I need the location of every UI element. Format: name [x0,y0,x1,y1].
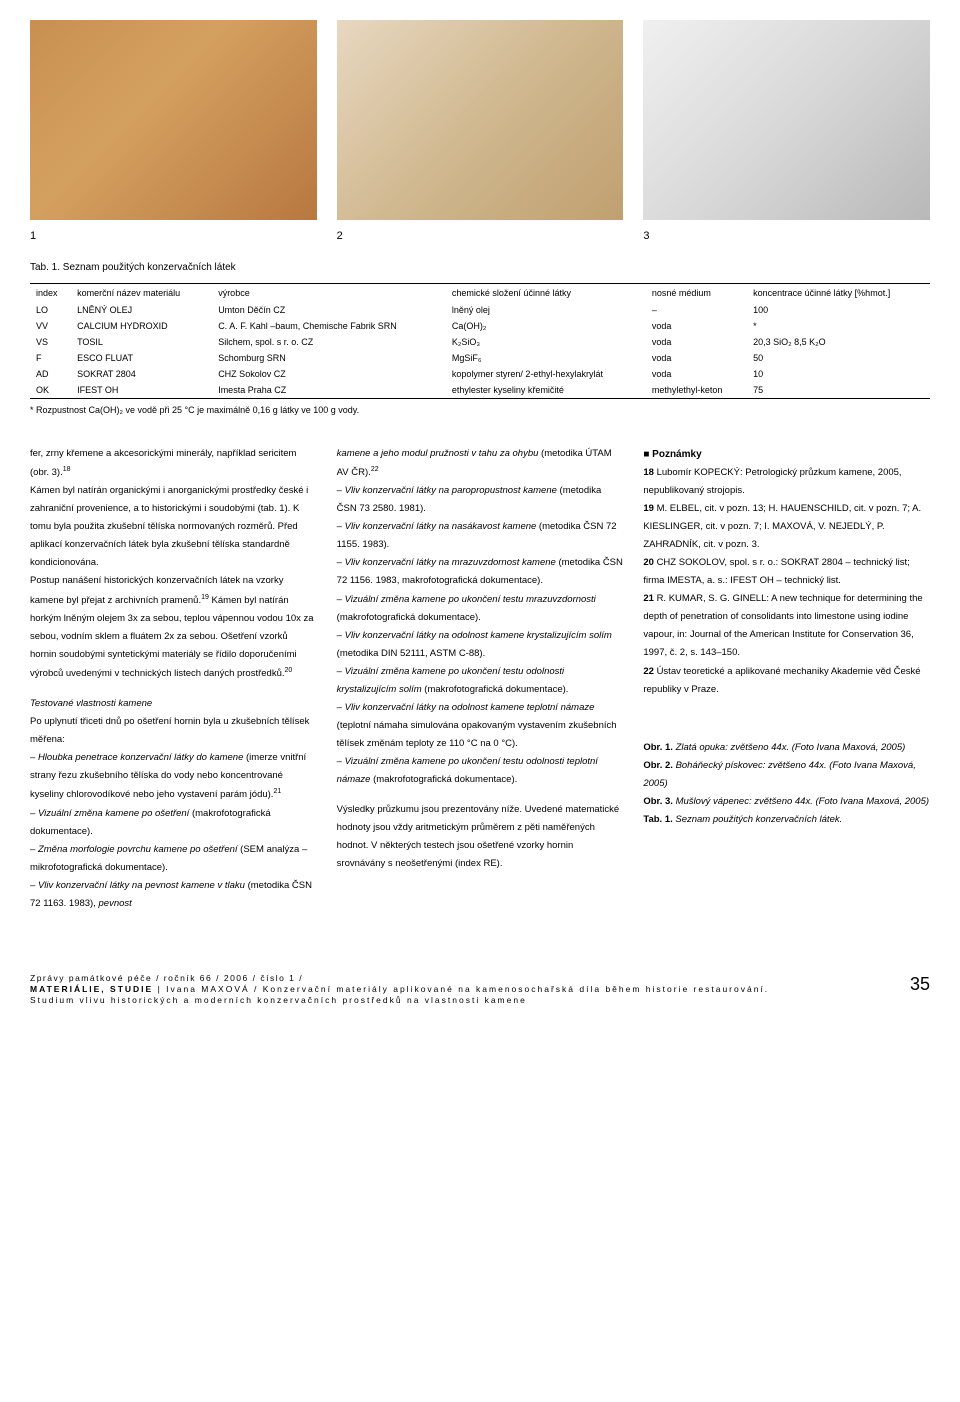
fig-caption-2: Obr. 2. Boháňecký pískovec: zvětšeno 44x… [643,757,930,793]
list-item-text: (metodika DIN 52111, ASTM C-88). [337,648,486,659]
photo-row [30,20,930,220]
list-item-text: (makrofotografická dokumentace). [337,612,481,623]
fig-caption-1: Obr. 1. Zlatá opuka: zvětšeno 44x. (Foto… [643,739,930,757]
figure-image-1 [30,20,317,220]
table-row: VVCALCIUM HYDROXIDC. A. F. Kahl –baum, C… [30,318,930,334]
list-item-italic: Vliv konzervační látky na odolnost kamen… [345,630,612,641]
column-1: fer, zrny křemene a akcesorickými minerá… [30,445,317,913]
th-medium: nosné médium [646,284,747,303]
table-footnote: * Rozpustnost Ca(OH)₂ ve vodě při 25 °C … [30,405,930,415]
figure-label-2: 2 [337,230,624,242]
footnote-ref: 19 [201,594,209,601]
footnote-ref: 20 [285,667,293,674]
body-text: Výsledky průzkumu jsou prezentovány níže… [337,801,624,873]
list-item-italic: Hloubka penetrace konzervační látky do k… [38,752,243,763]
list-item-text: (makrofotografická dokumentace). [422,684,569,695]
footer-line-2: MATERIÁLIE, STUDIE | Ivana MAXOVÁ / Konz… [30,984,769,995]
table-row: OKIFEST OHImesta Praha CZethylester kyse… [30,382,930,399]
th-composition: chemické složení účinné látky [446,284,646,303]
table-row: VSTOSILSilchem, spol. s r. o. CZK₂SiO₃vo… [30,334,930,350]
list-item-italic: Vliv konzervační látky na mrazuvzdornost… [345,557,556,568]
list-item-italic: Vliv konzervační látky na paropropustnos… [345,485,557,496]
fig-caption-3: Obr. 3. Mušlový vápenec: zvětšeno 44x. (… [643,793,930,811]
body-text: fer, zrny křemene a akcesorickými minerá… [30,448,296,478]
list-item-italic: Vizuální změna kamene po ukončení testu … [345,594,596,605]
note-20: 20 CHZ SOKOLOV, spol. s r. o.: SOKRAT 28… [643,554,930,590]
table-caption: Tab. 1. Seznam použitých konzervačních l… [30,262,930,273]
notes-block: ■ Poznámky 18 Lubomír KOPECKÝ: Petrologi… [643,445,930,699]
table-section: Tab. 1. Seznam použitých konzervačních l… [30,262,930,415]
th-concentration: koncentrace účinné látky [%hmot.] [747,284,930,303]
page: 1 2 3 Tab. 1. Seznam použitých konzervač… [0,0,960,1026]
body-columns: fer, zrny křemene a akcesorickými minerá… [30,445,930,913]
photo-labels: 1 2 3 [30,230,930,242]
list-item-italic: Vliv konzervační látky na pevnost kamene… [38,880,245,891]
figure-captions: Obr. 1. Zlatá opuka: zvětšeno 44x. (Foto… [643,739,930,829]
body-text: Po uplynutí třiceti dnů po ošetření horn… [30,713,317,749]
footnote-ref: 18 [63,466,71,473]
th-producer: výrobce [212,284,446,303]
body-text-italic: kamene a jeho modul pružnosti v tahu za … [337,448,539,459]
footer-line-1: Zprávy památkové péče / ročník 66 / 2006… [30,973,769,984]
table-body: LOLNĚNÝ OLEJUmton Děčín CZlněný olej–100… [30,302,930,399]
section-heading: Testované vlastnosti kamene [30,698,152,709]
column-2: kamene a jeho modul pružnosti v tahu za … [337,445,624,913]
footnote-ref: 21 [273,788,281,795]
tab-caption: Tab. 1. Seznam použitých konzervačních l… [643,811,930,829]
figure-label-3: 3 [643,230,930,242]
footer-line-3: Studium vlivu historických a moderních k… [30,995,769,1006]
page-footer: Zprávy památkové péče / ročník 66 / 2006… [30,963,930,1006]
list-item-italic: Vliv konzervační látky na odolnost kamen… [345,702,595,713]
note-21: 21 R. KUMAR, S. G. GINELL: A new techniq… [643,590,930,662]
footnote-ref: 22 [371,466,379,473]
page-number: 35 [910,973,930,996]
list-item-italic: pevnost [99,898,132,909]
figure-image-3 [643,20,930,220]
notes-heading: ■ Poznámky [643,445,930,464]
materials-table: index komerční název materiálu výrobce c… [30,283,930,399]
th-name: komerční název materiálu [71,284,212,303]
list-item-text: (teplotní námaha simulována opakovaným v… [337,720,617,749]
figure-image-2 [337,20,624,220]
table-row: ADSOKRAT 2804CHZ Sokolov CZkopolymer sty… [30,366,930,382]
table-row: LOLNĚNÝ OLEJUmton Děčín CZlněný olej–100 [30,302,930,318]
list-item-italic: Změna morfologie povrchu kamene po ošetř… [38,844,238,855]
body-text: Kámen byl natírán horkým lněným olejem 3… [30,595,314,679]
column-3: ■ Poznámky 18 Lubomír KOPECKÝ: Petrologi… [643,445,930,913]
list-item-text: (makrofotografická dokumentace). [370,774,517,785]
table-row: FESCO FLUATSchomburg SRNMgSiF₆voda50 [30,350,930,366]
list-item-italic: Vliv konzervační látky na nasákavost kam… [345,521,537,532]
list-item-italic: Vizuální změna kamene po ošetření [38,808,189,819]
note-19: 19 M. ELBEL, cit. v pozn. 13; H. HAUENSC… [643,500,930,554]
note-22: 22 Ústav teoretické a aplikované mechani… [643,663,930,699]
body-text: Kámen byl natírán organickými i anorgani… [30,482,317,572]
figure-label-1: 1 [30,230,317,242]
note-18: 18 Lubomír KOPECKÝ: Petrologický průzkum… [643,464,930,500]
th-index: index [30,284,71,303]
footer-left: Zprávy památkové péče / ročník 66 / 2006… [30,973,769,1006]
